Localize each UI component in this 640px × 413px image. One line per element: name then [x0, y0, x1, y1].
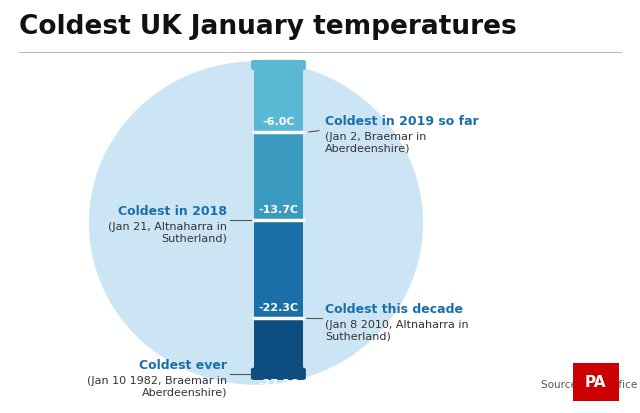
Text: Source: Met Office: Source: Met Office: [541, 380, 637, 390]
Ellipse shape: [90, 62, 422, 384]
FancyBboxPatch shape: [251, 368, 306, 380]
Text: Coldest in 2019 so far: Coldest in 2019 so far: [325, 115, 479, 128]
Text: Coldest this decade: Coldest this decade: [325, 303, 463, 316]
Text: -27.2C: -27.2C: [259, 379, 298, 389]
Text: (Jan 8 2010, Altnaharra in
Sutherland): (Jan 8 2010, Altnaharra in Sutherland): [325, 320, 468, 342]
Text: -13.7C: -13.7C: [259, 205, 298, 215]
Text: Coldest UK January temperatures: Coldest UK January temperatures: [19, 14, 517, 40]
Text: Coldest ever: Coldest ever: [140, 359, 227, 372]
Text: -22.3C: -22.3C: [259, 303, 298, 313]
Bar: [254, 64, 303, 132]
FancyBboxPatch shape: [251, 60, 306, 70]
Bar: [254, 220, 303, 318]
Text: (Jan 2, Braemar in
Aberdeenshire): (Jan 2, Braemar in Aberdeenshire): [325, 132, 426, 154]
Bar: [254, 132, 303, 220]
Bar: [254, 318, 303, 374]
FancyBboxPatch shape: [573, 363, 619, 401]
Text: PA: PA: [585, 375, 607, 389]
Text: -6.0C: -6.0C: [262, 117, 294, 127]
Text: (Jan 10 1982, Braemar in
Aberdeenshire): (Jan 10 1982, Braemar in Aberdeenshire): [87, 376, 227, 397]
Text: Coldest in 2018: Coldest in 2018: [118, 205, 227, 218]
Text: (Jan 21, Altnaharra in
Sutherland): (Jan 21, Altnaharra in Sutherland): [108, 222, 227, 244]
